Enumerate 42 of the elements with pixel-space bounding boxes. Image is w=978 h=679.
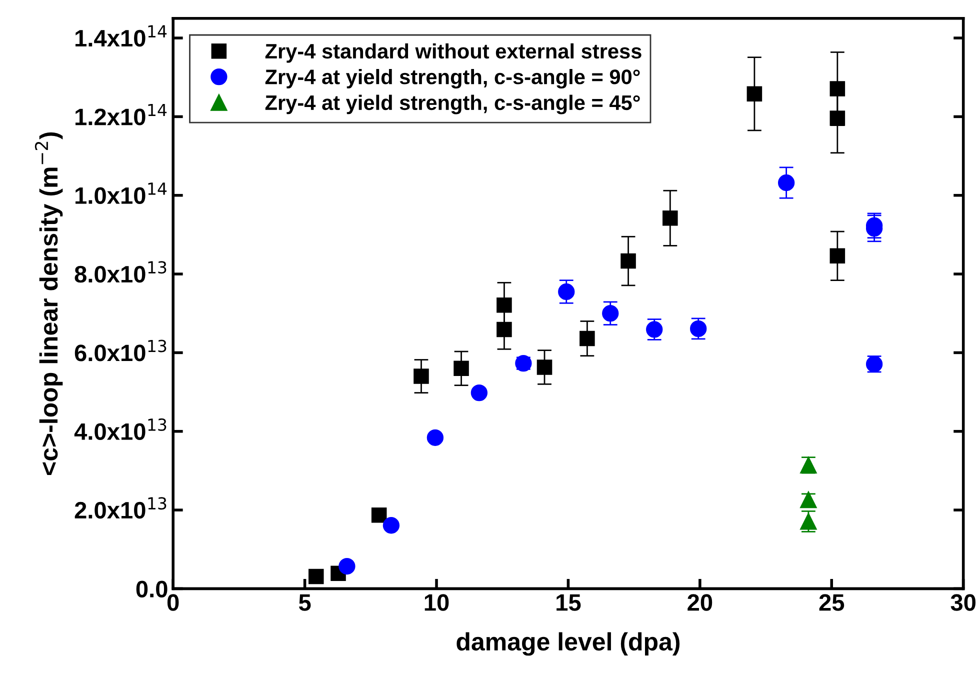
point [778,174,795,192]
y-tick-label: 1.2x10$^{14}$ [76,104,167,126]
x-tick-label: 15 [556,594,581,611]
point [496,297,512,313]
point [454,360,469,376]
point [558,283,575,300]
point [414,368,429,384]
y-axis-title: <c>-loop linear density (m$^{−2}$) [34,132,63,475]
x-tick-label: 5 [298,594,311,611]
y-tick-label: 1.4x10$^{14}$ [76,25,167,47]
point [470,384,488,402]
legend-label: Zry-4 at yield strength, c-s-angle = 90° [265,69,640,89]
x-tick-label: 0 [167,594,179,611]
y-tick-label: 6.0x10$^{13}$ [74,340,166,362]
y-tick-label: 8.0x10$^{13}$ [74,261,166,283]
legend-label: Zry-4 at yield strength, c-s-angle = 45° [265,94,640,114]
x-tick-label: 30 [950,594,976,611]
point [536,360,552,375]
x-axis-title: damage level (dpa) [456,632,680,656]
point [602,305,619,322]
point [338,558,356,575]
x-tick-label: 10 [424,594,449,611]
y-tick-label: 2.0x10$^{13}$ [74,497,166,519]
point [746,86,762,102]
point [308,568,324,584]
point [662,210,678,226]
point [371,507,387,523]
y-tick-label: 4.0x10$^{13}$ [74,418,166,440]
point [830,110,846,126]
x-tick-label: 25 [819,594,844,611]
legend-label: Zry-4 standard without external stress [265,43,642,63]
point [830,81,846,96]
y-tick-label: 1.0x10$^{14}$ [76,182,167,204]
point [426,429,444,446]
point [496,322,512,338]
x-tick-label: 20 [688,594,712,611]
point [800,491,817,508]
point [620,253,636,269]
point [382,517,400,534]
y-tick-label: 0.0 [136,580,168,598]
point [830,248,846,264]
point [580,330,595,346]
